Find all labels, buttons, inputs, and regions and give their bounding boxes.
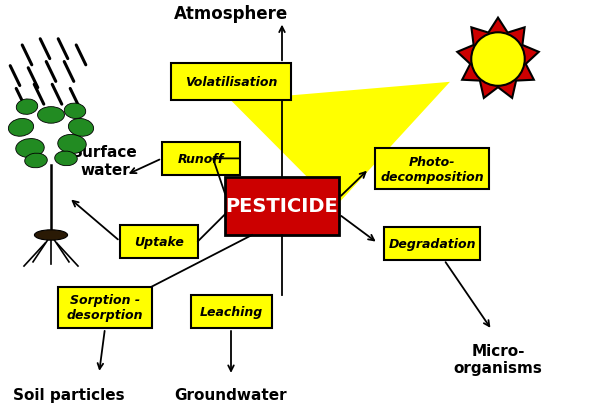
Ellipse shape (16, 139, 44, 158)
Text: Leaching: Leaching (199, 305, 263, 318)
FancyBboxPatch shape (120, 225, 198, 258)
FancyBboxPatch shape (162, 142, 240, 176)
Text: Sorption -
desorption: Sorption - desorption (67, 294, 143, 322)
FancyBboxPatch shape (58, 287, 151, 328)
Text: Soil particles: Soil particles (13, 387, 125, 402)
Ellipse shape (55, 152, 77, 166)
FancyBboxPatch shape (225, 178, 339, 235)
Ellipse shape (16, 100, 38, 115)
Ellipse shape (38, 107, 64, 124)
Text: Surface
water: Surface water (72, 145, 138, 177)
FancyBboxPatch shape (375, 149, 489, 190)
Polygon shape (231, 83, 450, 206)
Text: Runoff: Runoff (178, 152, 224, 166)
Ellipse shape (64, 104, 86, 119)
FancyBboxPatch shape (171, 64, 291, 101)
Text: Volatilisation: Volatilisation (185, 76, 277, 89)
Text: Micro-
organisms: Micro- organisms (454, 343, 542, 375)
Ellipse shape (471, 33, 525, 87)
Text: Groundwater: Groundwater (175, 387, 287, 402)
Text: Photo-
decomposition: Photo- decomposition (380, 155, 484, 183)
Ellipse shape (58, 135, 86, 154)
Text: PESTICIDE: PESTICIDE (226, 197, 338, 216)
FancyBboxPatch shape (191, 295, 271, 328)
FancyBboxPatch shape (384, 227, 480, 260)
Text: Uptake: Uptake (134, 235, 184, 248)
Ellipse shape (8, 119, 34, 137)
Text: Atmosphere: Atmosphere (174, 5, 288, 24)
Ellipse shape (25, 154, 47, 169)
Ellipse shape (34, 230, 68, 240)
Text: Degradation: Degradation (388, 237, 476, 250)
Ellipse shape (68, 119, 94, 137)
Polygon shape (457, 19, 539, 99)
